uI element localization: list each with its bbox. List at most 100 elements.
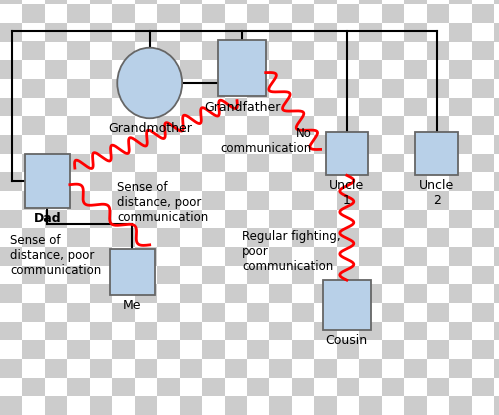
FancyBboxPatch shape bbox=[135, 284, 157, 303]
Text: Me: Me bbox=[123, 299, 142, 312]
FancyBboxPatch shape bbox=[0, 172, 22, 191]
FancyBboxPatch shape bbox=[359, 135, 382, 154]
FancyBboxPatch shape bbox=[225, 247, 247, 266]
FancyBboxPatch shape bbox=[247, 340, 269, 359]
FancyBboxPatch shape bbox=[269, 172, 292, 191]
FancyBboxPatch shape bbox=[22, 228, 45, 247]
FancyBboxPatch shape bbox=[90, 23, 112, 42]
FancyBboxPatch shape bbox=[337, 340, 359, 359]
FancyBboxPatch shape bbox=[112, 228, 135, 247]
FancyBboxPatch shape bbox=[202, 4, 225, 23]
FancyBboxPatch shape bbox=[337, 378, 359, 396]
FancyBboxPatch shape bbox=[225, 60, 247, 79]
FancyBboxPatch shape bbox=[247, 378, 269, 396]
FancyBboxPatch shape bbox=[112, 303, 135, 322]
Text: Uncle
1: Uncle 1 bbox=[329, 179, 364, 208]
FancyBboxPatch shape bbox=[269, 0, 292, 4]
FancyBboxPatch shape bbox=[202, 42, 225, 60]
FancyBboxPatch shape bbox=[449, 322, 472, 340]
FancyBboxPatch shape bbox=[404, 98, 427, 116]
FancyBboxPatch shape bbox=[67, 378, 90, 396]
FancyBboxPatch shape bbox=[382, 42, 404, 60]
FancyBboxPatch shape bbox=[90, 322, 112, 340]
FancyBboxPatch shape bbox=[157, 191, 180, 210]
FancyBboxPatch shape bbox=[247, 4, 269, 23]
FancyBboxPatch shape bbox=[202, 266, 225, 284]
FancyBboxPatch shape bbox=[157, 378, 180, 396]
FancyBboxPatch shape bbox=[325, 132, 368, 175]
FancyBboxPatch shape bbox=[45, 172, 67, 191]
FancyBboxPatch shape bbox=[0, 0, 22, 4]
FancyBboxPatch shape bbox=[45, 322, 67, 340]
Text: Cousin: Cousin bbox=[326, 334, 368, 347]
FancyBboxPatch shape bbox=[247, 154, 269, 172]
FancyBboxPatch shape bbox=[449, 247, 472, 266]
FancyBboxPatch shape bbox=[427, 79, 449, 98]
FancyBboxPatch shape bbox=[337, 42, 359, 60]
FancyBboxPatch shape bbox=[45, 98, 67, 116]
FancyBboxPatch shape bbox=[112, 154, 135, 172]
FancyBboxPatch shape bbox=[22, 340, 45, 359]
FancyBboxPatch shape bbox=[157, 228, 180, 247]
Text: Dad: Dad bbox=[33, 212, 61, 225]
FancyBboxPatch shape bbox=[67, 228, 90, 247]
FancyBboxPatch shape bbox=[202, 378, 225, 396]
FancyBboxPatch shape bbox=[314, 359, 337, 378]
FancyBboxPatch shape bbox=[382, 191, 404, 210]
FancyBboxPatch shape bbox=[382, 378, 404, 396]
FancyBboxPatch shape bbox=[337, 191, 359, 210]
FancyBboxPatch shape bbox=[314, 0, 337, 4]
FancyBboxPatch shape bbox=[90, 0, 112, 4]
Text: No
communication: No communication bbox=[221, 127, 312, 154]
FancyBboxPatch shape bbox=[314, 60, 337, 79]
FancyBboxPatch shape bbox=[415, 132, 458, 175]
FancyBboxPatch shape bbox=[180, 98, 202, 116]
FancyBboxPatch shape bbox=[45, 359, 67, 378]
FancyBboxPatch shape bbox=[359, 60, 382, 79]
FancyBboxPatch shape bbox=[157, 154, 180, 172]
FancyBboxPatch shape bbox=[247, 266, 269, 284]
FancyBboxPatch shape bbox=[67, 116, 90, 135]
FancyBboxPatch shape bbox=[494, 322, 499, 340]
FancyBboxPatch shape bbox=[112, 42, 135, 60]
FancyBboxPatch shape bbox=[404, 0, 427, 4]
FancyBboxPatch shape bbox=[180, 396, 202, 415]
FancyBboxPatch shape bbox=[22, 79, 45, 98]
FancyBboxPatch shape bbox=[494, 359, 499, 378]
FancyBboxPatch shape bbox=[292, 303, 314, 322]
FancyBboxPatch shape bbox=[157, 116, 180, 135]
FancyBboxPatch shape bbox=[180, 60, 202, 79]
FancyBboxPatch shape bbox=[180, 247, 202, 266]
FancyBboxPatch shape bbox=[0, 135, 22, 154]
FancyBboxPatch shape bbox=[218, 41, 265, 96]
FancyBboxPatch shape bbox=[359, 247, 382, 266]
FancyBboxPatch shape bbox=[472, 116, 494, 135]
FancyBboxPatch shape bbox=[472, 42, 494, 60]
FancyBboxPatch shape bbox=[90, 98, 112, 116]
FancyBboxPatch shape bbox=[359, 322, 382, 340]
FancyBboxPatch shape bbox=[494, 396, 499, 415]
FancyBboxPatch shape bbox=[472, 79, 494, 98]
FancyBboxPatch shape bbox=[314, 172, 337, 191]
FancyBboxPatch shape bbox=[225, 0, 247, 4]
FancyBboxPatch shape bbox=[314, 210, 337, 228]
FancyBboxPatch shape bbox=[404, 60, 427, 79]
FancyBboxPatch shape bbox=[90, 284, 112, 303]
FancyBboxPatch shape bbox=[112, 79, 135, 98]
FancyBboxPatch shape bbox=[404, 284, 427, 303]
FancyBboxPatch shape bbox=[337, 266, 359, 284]
FancyBboxPatch shape bbox=[225, 98, 247, 116]
FancyBboxPatch shape bbox=[269, 60, 292, 79]
FancyBboxPatch shape bbox=[225, 322, 247, 340]
FancyBboxPatch shape bbox=[337, 116, 359, 135]
FancyBboxPatch shape bbox=[427, 266, 449, 284]
FancyBboxPatch shape bbox=[494, 0, 499, 4]
FancyBboxPatch shape bbox=[494, 247, 499, 266]
FancyBboxPatch shape bbox=[269, 359, 292, 378]
FancyBboxPatch shape bbox=[472, 378, 494, 396]
FancyBboxPatch shape bbox=[269, 284, 292, 303]
FancyBboxPatch shape bbox=[45, 23, 67, 42]
FancyBboxPatch shape bbox=[449, 23, 472, 42]
FancyBboxPatch shape bbox=[45, 60, 67, 79]
FancyBboxPatch shape bbox=[0, 359, 22, 378]
